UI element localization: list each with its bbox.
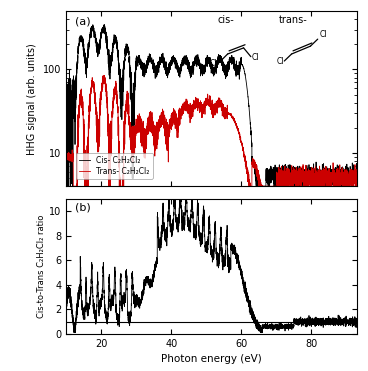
Trans- C₂H₂Cl₂ xyxy=(71,184,75,188)
Text: Cl: Cl xyxy=(251,53,259,62)
Text: cis-: cis- xyxy=(217,14,234,24)
Cis- C₂H₂Cl₂ xyxy=(65,184,69,188)
Cis- C₂H₂Cl₂ xyxy=(102,22,106,27)
Trans- C₂H₂Cl₂ xyxy=(117,139,121,144)
Text: Cl: Cl xyxy=(209,59,217,68)
Trans- C₂H₂Cl₂ xyxy=(303,176,308,180)
Text: Cl: Cl xyxy=(276,57,284,66)
Cis- C₂H₂Cl₂ xyxy=(117,68,121,72)
Legend: Cis- C₂H₂Cl₂, Trans- C₂H₂Cl₂: Cis- C₂H₂Cl₂, Trans- C₂H₂Cl₂ xyxy=(76,153,153,179)
Y-axis label: Cis-to-Trans C₂H₂Cl₂ ratio: Cis-to-Trans C₂H₂Cl₂ ratio xyxy=(37,214,46,318)
Cis- C₂H₂Cl₂ xyxy=(303,174,308,178)
Trans- C₂H₂Cl₂ xyxy=(253,162,258,166)
Trans- C₂H₂Cl₂ xyxy=(281,173,286,177)
Line: Trans- C₂H₂Cl₂: Trans- C₂H₂Cl₂ xyxy=(66,75,357,186)
X-axis label: Photon energy (eV): Photon energy (eV) xyxy=(161,354,262,364)
Cis- C₂H₂Cl₂ xyxy=(238,61,243,66)
Text: (a): (a) xyxy=(75,16,91,26)
Cis- C₂H₂Cl₂ xyxy=(64,93,68,98)
Text: (b): (b) xyxy=(75,203,91,213)
Trans- C₂H₂Cl₂ xyxy=(355,175,359,180)
Text: Cl: Cl xyxy=(320,30,327,39)
Trans- C₂H₂Cl₂ xyxy=(238,137,243,142)
Line: Cis- C₂H₂Cl₂: Cis- C₂H₂Cl₂ xyxy=(66,24,357,186)
Trans- C₂H₂Cl₂ xyxy=(175,121,180,125)
Text: trans-: trans- xyxy=(279,14,307,24)
Cis- C₂H₂Cl₂ xyxy=(355,178,359,183)
Y-axis label: HHG signal (arb. units): HHG signal (arb. units) xyxy=(28,43,38,155)
Trans- C₂H₂Cl₂ xyxy=(64,155,68,159)
Cis- C₂H₂Cl₂ xyxy=(253,171,258,175)
Trans- C₂H₂Cl₂ xyxy=(102,73,106,78)
Cis- C₂H₂Cl₂ xyxy=(175,67,180,71)
Cis- C₂H₂Cl₂ xyxy=(281,164,286,168)
